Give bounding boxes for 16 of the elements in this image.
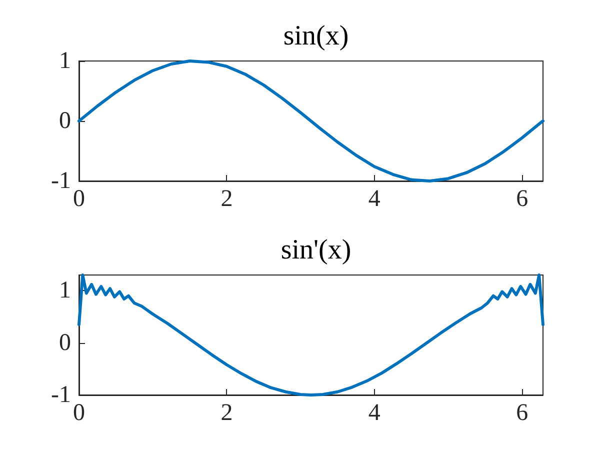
y-tick-label: 0: [59, 330, 71, 356]
x-tick-label: 4: [368, 186, 380, 212]
y-tick-label: 1: [59, 278, 71, 304]
x-tick-label: 6: [516, 400, 528, 426]
y-tick-label: 1: [59, 48, 71, 74]
y-tick-label: 0: [59, 108, 71, 134]
chart-title: sin'(x): [280, 234, 352, 266]
y-tick-label: -1: [51, 382, 71, 408]
x-tick-label: 6: [516, 186, 528, 212]
chart-title: sin(x): [283, 20, 349, 52]
x-tick-label: 2: [220, 186, 233, 212]
line-series: [78, 60, 544, 182]
y-tick-label: -1: [51, 168, 71, 194]
x-tick-label: 4: [368, 400, 380, 426]
line-series: [78, 274, 544, 396]
x-tick-label: 2: [220, 400, 233, 426]
